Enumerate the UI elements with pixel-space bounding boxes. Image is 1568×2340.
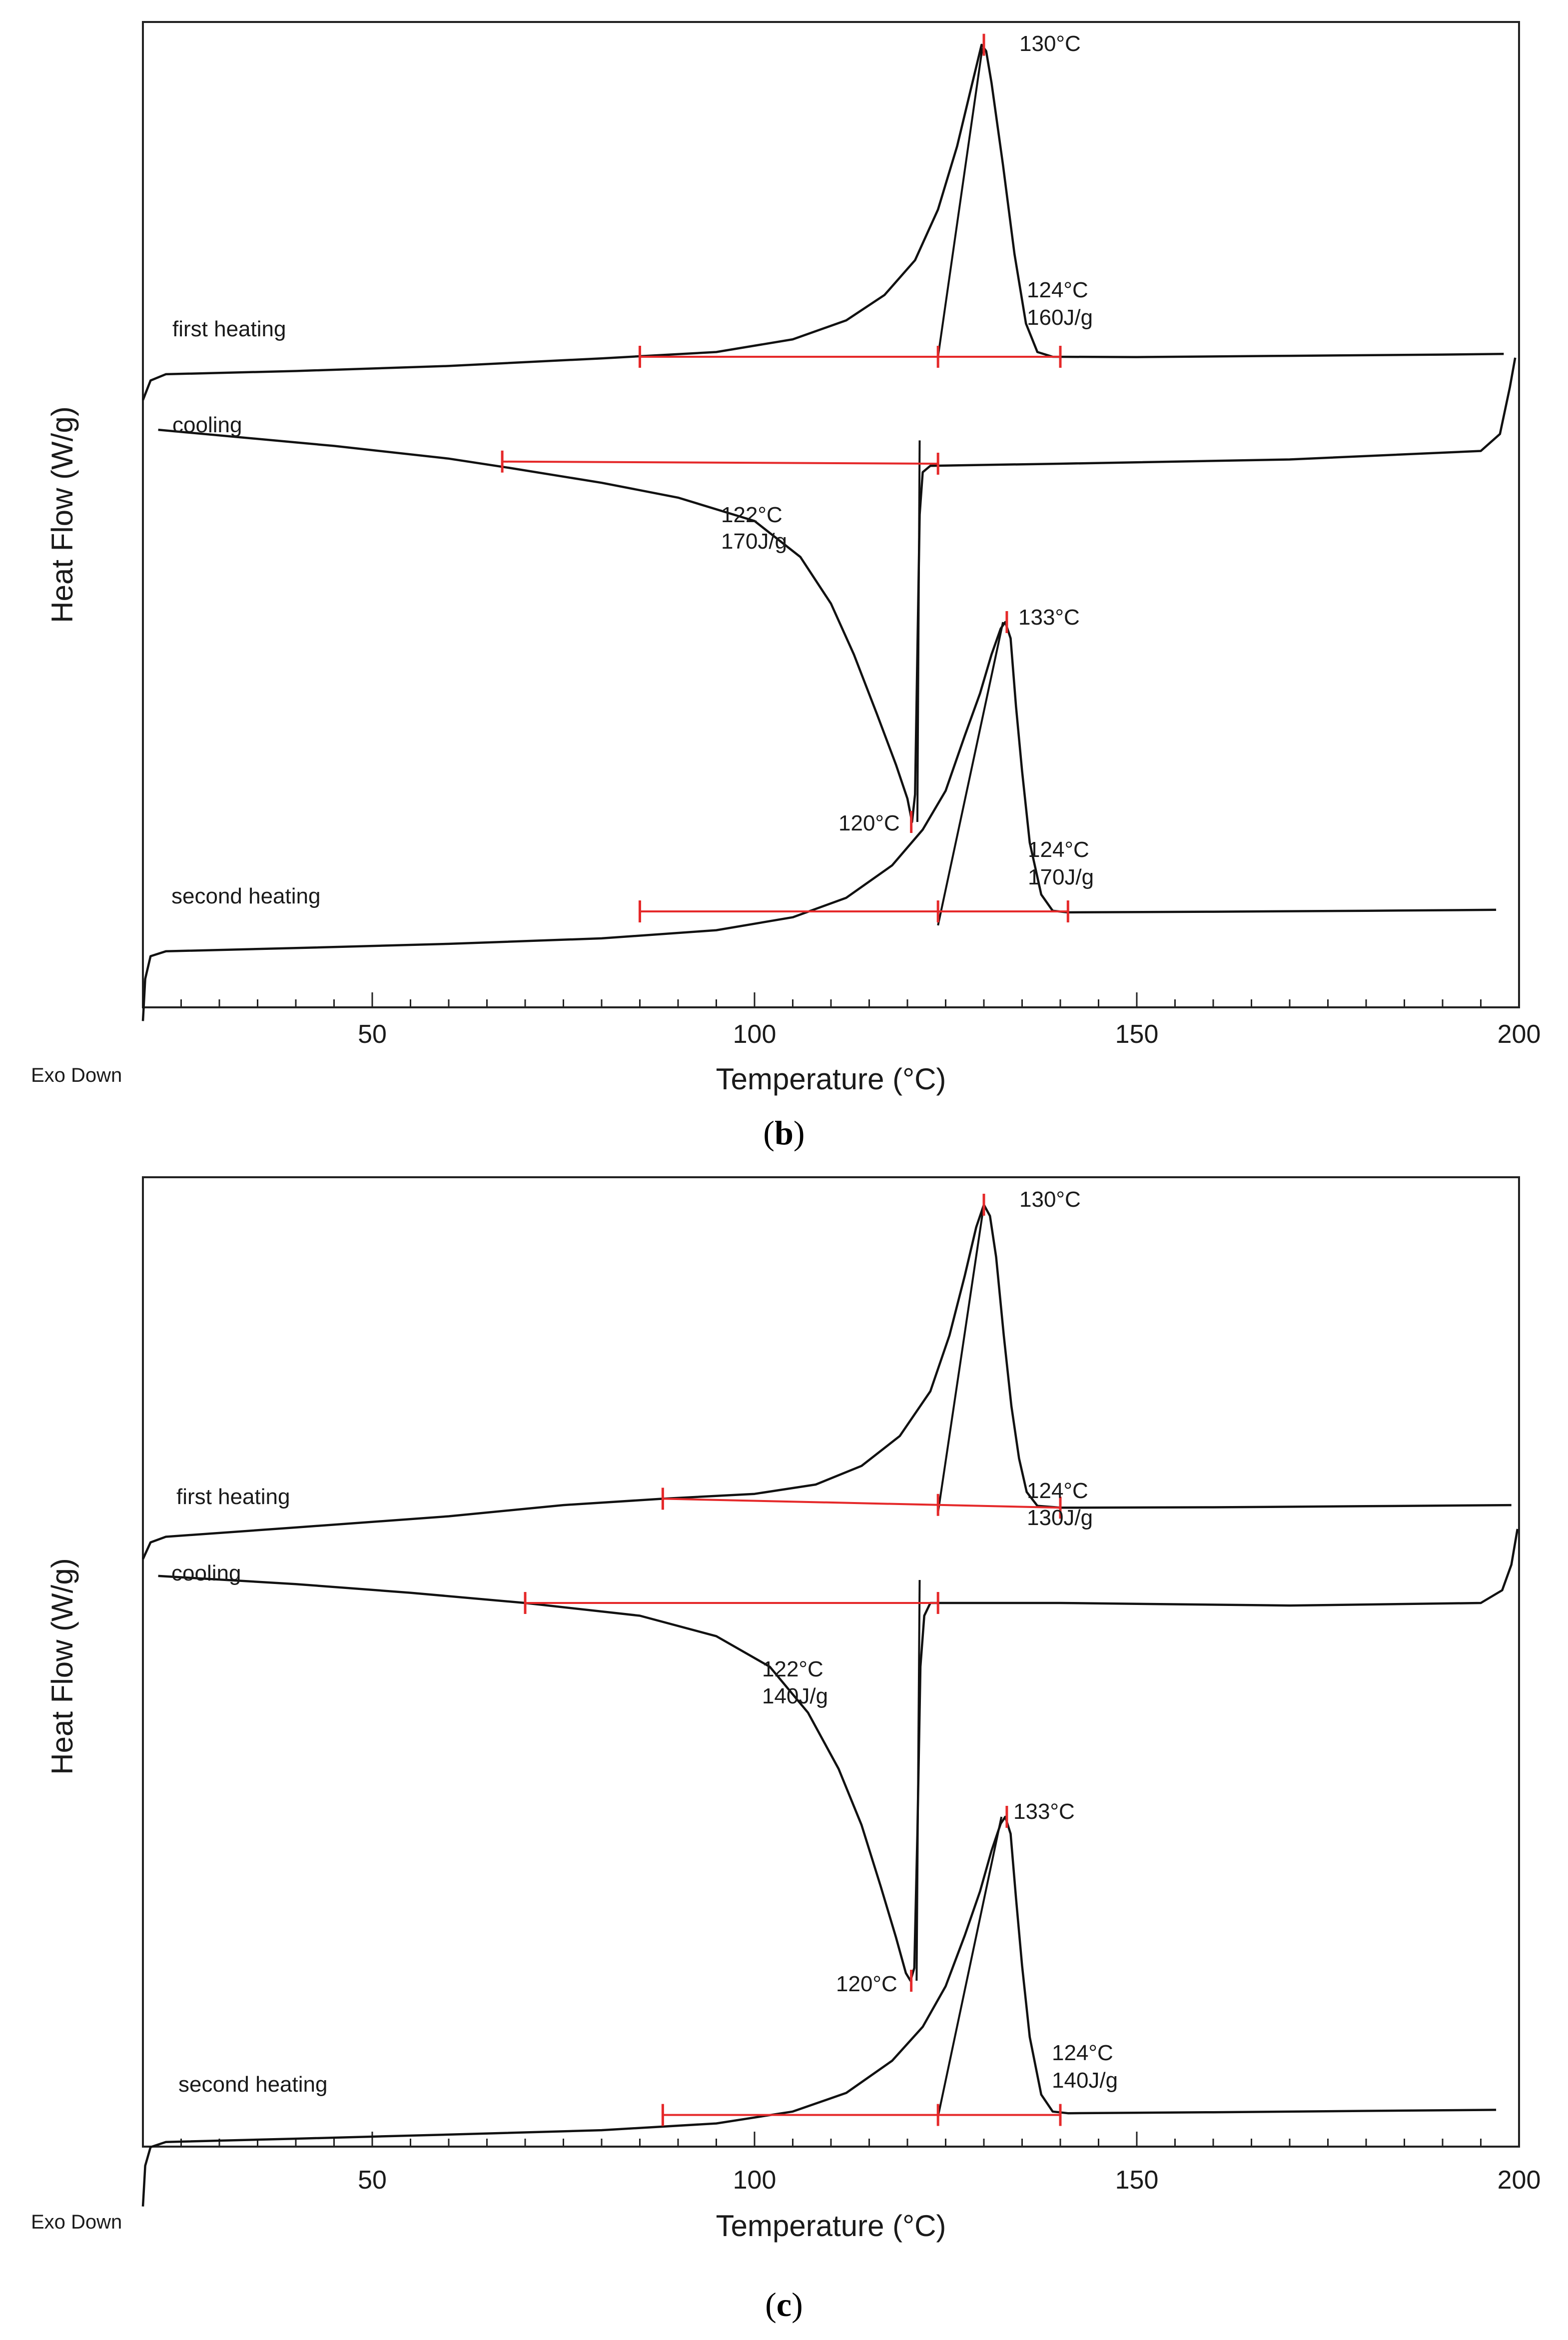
series-label: first heating (172, 317, 286, 341)
integration-baseline (502, 460, 938, 465)
series-label: second heating (178, 2072, 327, 2097)
peak-annotation: 124°C (1027, 278, 1088, 302)
panel-caption: (c) (765, 2286, 803, 2324)
peak-annotation: 160J/g (1027, 305, 1093, 330)
series-second-heating: second heating 133°C 124°C 140J/g (141, 1799, 1497, 2207)
peak-annotation: 133°C (1018, 605, 1080, 630)
plot-frame (142, 21, 1520, 1008)
peak-annotation: 122°C (721, 503, 783, 527)
series-label: second heating (171, 884, 320, 908)
peak-annotation: 122°C (762, 1657, 823, 1681)
dsc-curve (141, 1203, 1512, 1560)
peak-annotation: 140J/g (762, 1684, 828, 1708)
dsc-curve (141, 1815, 1497, 2207)
onset-tangent-line (915, 1580, 921, 1981)
x-tick-label: 150 (1115, 1020, 1159, 1049)
x-tick-label: 50 (358, 2166, 387, 2195)
series-label: cooling (171, 1561, 241, 1585)
series-label: cooling (172, 413, 242, 437)
x-tick-label: 200 (1498, 2166, 1541, 2195)
chart-panel-c: 50 100 150 200 Temperature (°C) Heat Flow (W/… (31, 1176, 1541, 2324)
x-tick-label: 100 (733, 2166, 777, 2195)
x-axis-label: Temperature (°C) (716, 1062, 946, 1096)
peak-annotation: 130°C (1019, 1187, 1081, 1212)
peak-annotation: 130°C (1019, 31, 1081, 56)
peak-annotation: 120°C (838, 811, 900, 835)
x-tick-label: 200 (1498, 1020, 1541, 1049)
plot-frame (142, 1176, 1520, 2148)
onset-tangent-line (937, 1816, 1003, 2117)
peak-annotation: 120°C (836, 1972, 897, 1996)
series-label: first heating (176, 1485, 290, 1509)
peak-annotation: 124°C (1028, 837, 1089, 862)
onset-tangent-line (916, 440, 921, 822)
onset-tangent-line (937, 47, 983, 357)
integration-baseline (663, 1498, 1061, 1509)
peak-annotation: 124°C (1027, 1479, 1088, 1503)
peak-annotation: 170J/g (721, 529, 787, 554)
series-cooling: cooling 122°C 140J/g 120°C (158, 1529, 1519, 1996)
x-tick-label: 150 (1115, 2166, 1159, 2195)
exo-down-note: Exo Down (31, 2211, 122, 2233)
panel-caption: (b) (763, 1114, 804, 1152)
x-axis-label: Temperature (°C) (716, 2209, 946, 2243)
onset-tangent-line (937, 1204, 985, 1513)
x-tick-label: 100 (733, 1020, 777, 1049)
y-axis-label: Heat Flow (W/g) (45, 1558, 79, 1774)
onset-tangent-line (937, 622, 1004, 926)
dsc-curve (141, 621, 1497, 1021)
chart-panel-b: 50 100 150 200 Temperature (°C) Heat Flow (W/… (31, 21, 1541, 1152)
peak-annotation: 140J/g (1052, 2068, 1118, 2093)
peak-annotation: 130J/g (1027, 1506, 1093, 1530)
series-first-heating: first heating 130°C 124°C 160J/g (141, 31, 1504, 401)
exo-down-note: Exo Down (31, 1064, 122, 1086)
peak-annotation: 133°C (1013, 1799, 1075, 1824)
dsc-curve (158, 357, 1517, 823)
x-tick-label: 50 (358, 1020, 387, 1049)
peak-annotation: 124°C (1052, 2041, 1113, 2065)
y-axis-label: Heat Flow (W/g) (45, 406, 79, 623)
series-first-heating: first heating 130°C 124°C 130J/g (141, 1187, 1512, 1560)
series-second-heating: second heating 133°C 124°C 170J/g (141, 605, 1497, 1021)
peak-annotation: 170J/g (1028, 865, 1094, 889)
dsc-curve (158, 1529, 1519, 1982)
dsc-curve (141, 43, 1504, 401)
